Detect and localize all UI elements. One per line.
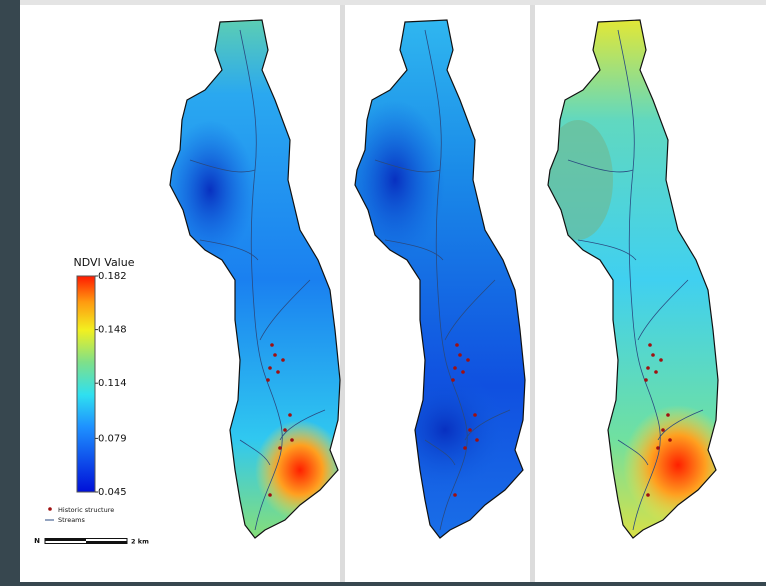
- historic-structure: [461, 370, 465, 374]
- historic-structure: [654, 370, 658, 374]
- panel-divider: [530, 5, 535, 582]
- historic-structure: [453, 366, 457, 370]
- colorbar-tick-label: 0.045: [98, 487, 127, 498]
- historic-structure: [290, 438, 294, 442]
- historic-structure: [455, 343, 459, 347]
- historic-structure: [473, 413, 477, 417]
- historic-structure: [268, 366, 272, 370]
- page: NDVI Value 0.182 0.148 0.114 0.079 0.045 His…: [0, 0, 766, 582]
- colorbar-tick-label: 0.182: [98, 271, 127, 282]
- historic-structure: [270, 343, 274, 347]
- historic-structure: [668, 438, 672, 442]
- scale-bar-label: 2 km: [131, 538, 149, 546]
- historic-structure: [475, 438, 479, 442]
- historic-structure: [273, 353, 277, 357]
- scale-bar-segment: [45, 539, 86, 542]
- historic-structure: [656, 446, 660, 450]
- colorbar-tick-label: 0.148: [98, 325, 127, 336]
- historic-structure: [661, 428, 665, 432]
- legend-symbol: [48, 507, 52, 511]
- historic-structure: [451, 378, 455, 382]
- top-strip: [20, 0, 766, 5]
- historic-structure: [659, 358, 663, 362]
- historic-structure: [651, 353, 655, 357]
- colorbar-tick-label: 0.114: [98, 378, 127, 389]
- historic-structure: [644, 378, 648, 382]
- historic-structure: [276, 370, 280, 374]
- historic-structure: [648, 343, 652, 347]
- legend-label: Streams: [58, 516, 86, 524]
- historic-structure: [268, 493, 272, 497]
- historic-structure: [463, 446, 467, 450]
- colorbar: [77, 276, 95, 492]
- historic-structure: [458, 353, 462, 357]
- historic-structure: [468, 428, 472, 432]
- historic-structure: [288, 413, 292, 417]
- north-arrow: N: [34, 537, 40, 545]
- historic-structure: [466, 358, 470, 362]
- historic-structure: [646, 493, 650, 497]
- legend-title: NDVI Value: [74, 256, 135, 269]
- historic-structure: [281, 358, 285, 362]
- historic-structure: [453, 493, 457, 497]
- map-figure: NDVI Value 0.182 0.148 0.114 0.079 0.045 His…: [0, 0, 766, 582]
- legend-label: Historic structure: [58, 506, 114, 514]
- historic-structure: [646, 366, 650, 370]
- colorbar-tick-label: 0.079: [98, 433, 127, 444]
- panel-divider: [340, 5, 345, 582]
- historic-structure: [283, 428, 287, 432]
- historic-structure: [278, 446, 282, 450]
- historic-structure: [666, 413, 670, 417]
- historic-structure: [266, 378, 270, 382]
- scale-bar-segment: [86, 541, 127, 544]
